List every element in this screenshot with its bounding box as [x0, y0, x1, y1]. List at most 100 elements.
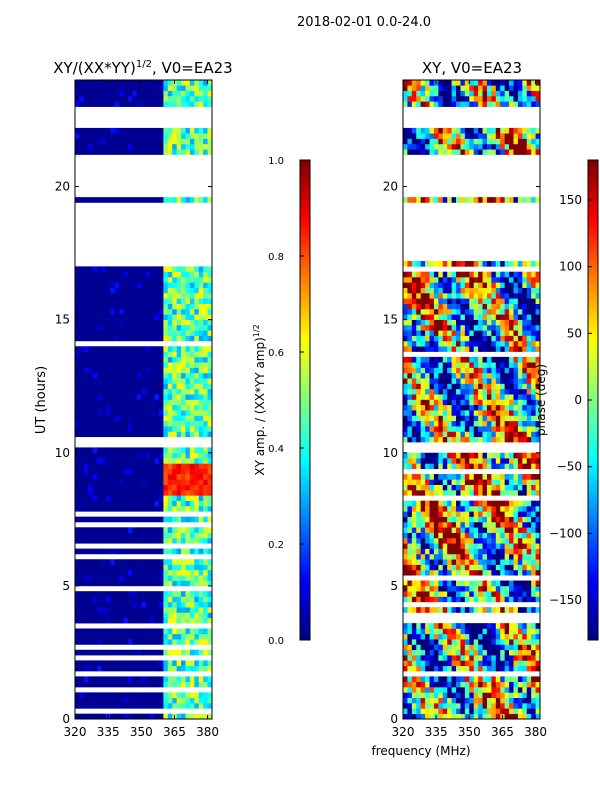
- heatmap-cell: [535, 500, 541, 507]
- heatmap-cell: [105, 447, 111, 454]
- heatmap-cell: [500, 293, 506, 299]
- heatmap-cell: [181, 527, 186, 533]
- heatmap-cell: [522, 516, 528, 523]
- heatmap-cell: [136, 564, 142, 571]
- heatmap-cell: [136, 569, 142, 576]
- heatmap-cell: [473, 426, 479, 432]
- heatmap-cell: [128, 410, 133, 416]
- heatmap-cell: [403, 399, 408, 406]
- heatmap-cell: [482, 490, 488, 496]
- heatmap-cell: [416, 319, 422, 326]
- heatmap-cell: [535, 516, 541, 523]
- heatmap-cell: [473, 415, 479, 422]
- heatmap-cell: [469, 287, 475, 294]
- heatmap-cell: [83, 271, 89, 278]
- heatmap-cell: [154, 372, 160, 379]
- heatmap-cell: [105, 394, 111, 400]
- heatmap-cell: [88, 426, 94, 432]
- heatmap-cell: [176, 527, 182, 533]
- heatmap-cell: [75, 681, 80, 688]
- heatmap-cell: [158, 308, 164, 315]
- heatmap-cell: [433, 458, 439, 464]
- heatmap-cell: [473, 532, 479, 539]
- heatmap-cell: [429, 527, 435, 533]
- heatmap-cell: [438, 367, 444, 374]
- heatmap-cell: [92, 703, 98, 709]
- heatmap-cell: [517, 426, 523, 432]
- heatmap-cell: [486, 623, 492, 629]
- heatmap-cell: [145, 372, 151, 379]
- heatmap-cell: [176, 314, 182, 320]
- heatmap-cell: [486, 346, 492, 352]
- heatmap-cell: [469, 559, 475, 565]
- heatmap-cell: [114, 388, 120, 395]
- heatmap-cell: [522, 633, 528, 640]
- heatmap-cell: [526, 628, 532, 635]
- heatmap-cell: [442, 431, 448, 438]
- heatmap-cell: [136, 452, 142, 459]
- heatmap-cell: [181, 282, 186, 288]
- heatmap-cell: [128, 676, 133, 683]
- heatmap-cell: [181, 149, 186, 155]
- heatmap-cell: [416, 559, 422, 565]
- heatmap-cell: [203, 537, 208, 544]
- heatmap-cell: [163, 351, 169, 358]
- heatmap-cell: [207, 426, 213, 432]
- heatmap-cell: [500, 261, 506, 267]
- heatmap-cell: [88, 90, 94, 97]
- heatmap-cell: [194, 527, 200, 533]
- heatmap-cell: [420, 687, 426, 693]
- heatmap-cell: [105, 138, 111, 145]
- heatmap-cell: [207, 293, 213, 299]
- heatmap-cell: [198, 127, 204, 134]
- heatmap-cell: [429, 458, 435, 464]
- heatmap-cell: [83, 138, 89, 145]
- heatmap-cell: [442, 330, 448, 336]
- heatmap-cell: [464, 649, 470, 656]
- heatmap-cell: [526, 293, 532, 299]
- heatmap-cell: [88, 293, 94, 299]
- heatmap-cell: [88, 596, 94, 603]
- heatmap-cell: [442, 372, 448, 379]
- heatmap-cell: [513, 474, 519, 480]
- heatmap-cell: [150, 394, 155, 400]
- heatmap-cell: [442, 591, 448, 597]
- heatmap-cell: [79, 506, 85, 512]
- heatmap-cell: [189, 580, 195, 587]
- heatmap-cell: [167, 372, 173, 379]
- heatmap-cell: [429, 452, 435, 459]
- heatmap-cell: [128, 703, 133, 709]
- heatmap-cell: [79, 308, 85, 315]
- heatmap-cell: [438, 543, 444, 549]
- heatmap-cell: [79, 372, 85, 379]
- heatmap-cell: [531, 415, 536, 422]
- heatmap-cell: [438, 410, 444, 416]
- heatmap-cell: [486, 463, 492, 470]
- heatmap-cell: [531, 335, 536, 342]
- heatmap-cell: [495, 676, 501, 683]
- heatmap-cell: [158, 80, 164, 86]
- heatmap-cell: [473, 149, 479, 155]
- heatmap-cell: [163, 580, 169, 587]
- heatmap-cell: [522, 287, 528, 294]
- heatmap-cell: [119, 287, 125, 294]
- heatmap-cell: [407, 516, 413, 523]
- heatmap-cell: [145, 628, 151, 635]
- heatmap-cell: [429, 463, 435, 470]
- heatmap-cell: [119, 665, 125, 672]
- heatmap-cell: [194, 468, 200, 475]
- heatmap-cell: [145, 101, 151, 107]
- heatmap-cell: [478, 644, 483, 651]
- heatmap-cell: [181, 713, 186, 720]
- heatmap-cell: [491, 404, 497, 411]
- heatmap-cell: [101, 277, 107, 283]
- heatmap-cell: [411, 623, 417, 629]
- heatmap-cell: [136, 308, 142, 315]
- heatmap-cell: [105, 298, 111, 304]
- heatmap-cell: [517, 261, 523, 267]
- heatmap-cell: [407, 527, 413, 533]
- heatmap-cell: [119, 516, 125, 523]
- heatmap-cell: [460, 330, 466, 336]
- heatmap-cell: [176, 474, 182, 480]
- heatmap-cell: [150, 633, 155, 640]
